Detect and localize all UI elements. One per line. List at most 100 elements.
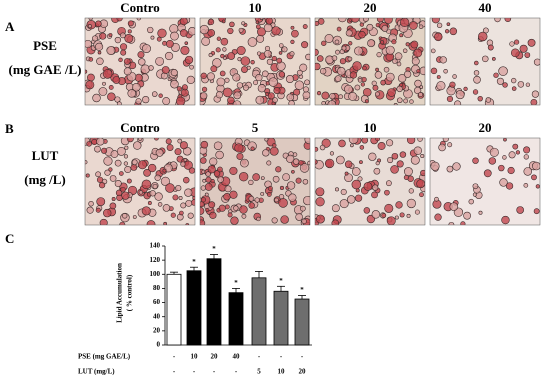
micrograph-frame [84,17,196,106]
cell [236,46,246,56]
cell [200,219,206,225]
cell [381,25,389,32]
cell [282,173,290,181]
treatment-value: - [173,353,176,361]
cell [324,158,335,169]
cell [103,208,112,218]
cell [164,51,174,61]
cell [496,77,504,85]
cell [239,172,249,182]
column-header: Contro [120,120,159,135]
cell [350,143,354,148]
cell [498,66,508,76]
cell [264,45,271,52]
cell [514,39,520,45]
cell [499,178,508,187]
cell [256,51,262,56]
cell [331,55,338,61]
cell [420,153,425,158]
cell [416,179,425,189]
cell [348,92,357,101]
cell [246,65,251,70]
cell [156,36,162,42]
cell [523,167,533,176]
cell [123,67,132,76]
cell [446,95,454,103]
cell [112,76,121,84]
cell [438,143,446,152]
cell [530,98,538,105]
cell [434,32,443,42]
cell [106,46,116,55]
cell [122,213,128,219]
cell [170,79,179,89]
cell [473,70,480,76]
y-axis-label: ( % control) [126,274,134,311]
cell [375,138,380,142]
cell [138,138,143,141]
cell [392,58,398,64]
cell [132,82,141,92]
cell [241,66,248,73]
cell [442,138,449,142]
cell [255,74,263,82]
treatment-value: - [213,368,216,376]
cell [278,198,288,208]
cell [223,192,231,201]
column-header: Contro [120,0,159,15]
cell [511,86,517,91]
cell [418,92,424,98]
cell [146,220,156,225]
cell [380,79,386,86]
cell [200,72,207,79]
cell [446,22,451,26]
cell [248,202,255,209]
cell [120,43,128,51]
cell [215,91,224,99]
micrograph [200,138,310,225]
cell [406,198,416,209]
treatment-value: - [235,368,238,376]
cell [396,85,403,93]
cell [95,42,104,51]
cell [331,219,340,225]
cell [535,184,540,189]
cell [137,160,147,170]
cell [141,206,151,216]
cell [175,184,182,192]
cell [434,213,442,221]
cell [232,100,242,105]
cell [436,22,443,29]
cell [474,60,479,66]
cell [344,160,353,169]
cell [444,29,450,34]
cell [98,182,106,189]
cell [190,199,195,206]
cell [218,204,226,212]
cell [362,18,369,22]
cell [399,33,404,38]
treatment-value: 10 [191,353,199,361]
cell [419,192,424,198]
cell [240,158,249,168]
cell [96,197,106,207]
cell [85,80,95,90]
cell [236,152,244,160]
cell [482,55,489,63]
cell [179,29,188,37]
treatment-value: 5 [257,368,261,376]
cell [386,216,396,225]
treatment-value: - [258,353,261,361]
cell [344,84,353,94]
cell [192,195,195,200]
cell [373,167,381,175]
cell [216,36,222,41]
cell [491,57,496,61]
cell [131,159,138,166]
cell [256,216,261,222]
cell [86,206,94,214]
cell [503,138,507,142]
cell [177,138,183,144]
cell [147,201,152,205]
cell [201,36,211,46]
